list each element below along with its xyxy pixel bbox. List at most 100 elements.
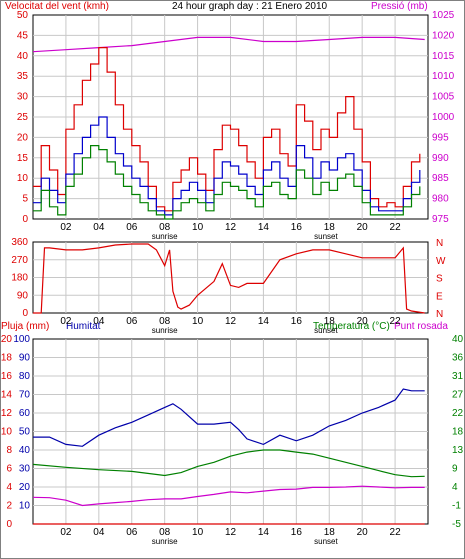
x-tick-label: 14 bbox=[258, 222, 270, 233]
series-line-temperature bbox=[32, 449, 425, 478]
dewpoint-axis-title: Punt rosada bbox=[394, 321, 448, 332]
x-marker-sunrise: sunrise bbox=[152, 232, 178, 241]
x-tick-label: 04 bbox=[93, 527, 105, 538]
temperature-tick-label: 22 bbox=[452, 408, 464, 419]
wind-speed-axis-title: Velocitat del vent (kmh) bbox=[5, 1, 109, 12]
compass-tick-label: N bbox=[436, 238, 443, 249]
wind-tick-label: 45 bbox=[17, 30, 29, 41]
x-tick-label: 14 bbox=[258, 316, 270, 327]
rain-tick-label: 14 bbox=[1, 390, 13, 401]
temperature-tick-label: 27 bbox=[452, 390, 464, 401]
pressure-tick-label: 1015 bbox=[432, 51, 455, 62]
humidity-tick-label: 100 bbox=[13, 334, 30, 345]
wind-tick-label: 0 bbox=[22, 214, 28, 225]
x-tick-label: 16 bbox=[291, 222, 303, 233]
temperature-tick-label: -1 bbox=[452, 501, 461, 512]
series-line-speed bbox=[33, 145, 421, 220]
humidity-tick-label: 20 bbox=[19, 482, 31, 493]
rain-tick-label: 8 bbox=[6, 445, 12, 456]
x-tick-label: 18 bbox=[324, 316, 336, 327]
pressure-tick-label: 985 bbox=[432, 173, 449, 184]
series-line-direction bbox=[33, 243, 425, 314]
wind-tick-label: 20 bbox=[17, 132, 29, 143]
x-tick-label: 06 bbox=[126, 222, 138, 233]
temperature-tick-label: 13 bbox=[452, 445, 464, 456]
x-tick-label: 02 bbox=[60, 222, 72, 233]
pressure-tick-label: 980 bbox=[432, 194, 449, 205]
direction-tick-label: 360 bbox=[11, 237, 28, 248]
humidity-tick-label: 60 bbox=[19, 408, 31, 419]
temperature-tick-label: 9 bbox=[452, 464, 458, 475]
x-tick-label: 04 bbox=[93, 222, 105, 233]
x-tick-label: 10 bbox=[192, 527, 204, 538]
rain-tick-label: 6 bbox=[6, 464, 12, 475]
temperature-tick-label: 18 bbox=[452, 427, 464, 438]
x-tick-label: 08 bbox=[159, 527, 171, 538]
rain-tick-label: 4 bbox=[6, 482, 12, 493]
x-tick-label: 12 bbox=[225, 222, 237, 233]
rain-tick-label: 16 bbox=[1, 371, 13, 382]
temperature-axis-title: Temperatura (°C) bbox=[313, 321, 390, 332]
x-tick-label: 18 bbox=[324, 527, 336, 538]
direction-tick-label: 0 bbox=[22, 308, 28, 319]
x-marker-sunset: sunset bbox=[314, 537, 338, 546]
x-tick-label: 18 bbox=[324, 222, 336, 233]
pressure-tick-label: 1025 bbox=[432, 10, 455, 21]
x-marker-sunrise: sunrise bbox=[152, 326, 178, 335]
x-tick-label: 22 bbox=[390, 316, 402, 327]
wind-tick-label: 15 bbox=[17, 153, 29, 164]
compass-tick-label: N bbox=[436, 309, 443, 320]
humidity-tick-label: 80 bbox=[19, 371, 31, 382]
temperature-tick-label: 31 bbox=[452, 371, 464, 382]
x-tick-label: 12 bbox=[225, 316, 237, 327]
rain-tick-label: 10 bbox=[1, 427, 13, 438]
rain-tick-label: 20 bbox=[1, 334, 13, 345]
x-tick-label: 02 bbox=[60, 527, 72, 538]
wind-tick-label: 50 bbox=[17, 10, 29, 21]
x-tick-label: 20 bbox=[357, 527, 369, 538]
wind-tick-label: 35 bbox=[17, 71, 29, 82]
graph-title: 24 hour graph day : 21 Enero 2010 bbox=[172, 1, 328, 12]
pressure-tick-label: 1010 bbox=[432, 71, 455, 82]
x-tick-label: 08 bbox=[159, 316, 171, 327]
humidity-tick-label: 90 bbox=[19, 353, 31, 364]
direction-tick-label: 270 bbox=[11, 255, 28, 266]
direction-tick-label: 90 bbox=[17, 290, 29, 301]
x-tick-label: 12 bbox=[225, 527, 237, 538]
pressure-tick-label: 1020 bbox=[432, 30, 455, 41]
humidity-tick-label: 10 bbox=[19, 501, 31, 512]
humidity-tick-label: 40 bbox=[19, 445, 31, 456]
pressure-axis-title: Pressió (mb) bbox=[371, 1, 428, 12]
x-marker-sunrise: sunrise bbox=[152, 537, 178, 546]
x-tick-label: 10 bbox=[192, 316, 204, 327]
series-line-dewpoint bbox=[32, 485, 425, 507]
rain-tick-label: 2 bbox=[6, 501, 12, 512]
rain-tick-label: 18 bbox=[1, 353, 13, 364]
x-tick-label: 02 bbox=[60, 316, 72, 327]
pressure-tick-label: 975 bbox=[432, 214, 449, 225]
temperature-tick-label: -5 bbox=[452, 519, 461, 530]
x-tick-label: 10 bbox=[192, 222, 204, 233]
x-tick-label: 08 bbox=[159, 222, 171, 233]
pressure-tick-label: 1000 bbox=[432, 112, 455, 123]
wind-tick-label: 10 bbox=[17, 173, 29, 184]
rain-tick-label: 12 bbox=[1, 408, 13, 419]
temperature-tick-label: 36 bbox=[452, 353, 464, 364]
direction-tick-label: 180 bbox=[11, 273, 28, 284]
x-tick-label: 06 bbox=[126, 527, 138, 538]
rain-axis-title: Pluja (mm) bbox=[1, 321, 50, 332]
humidity-tick-label: 50 bbox=[19, 427, 31, 438]
x-tick-label: 22 bbox=[390, 222, 402, 233]
rain-tick-label: 0 bbox=[6, 519, 12, 530]
x-tick-label: 16 bbox=[291, 527, 303, 538]
humidity-axis-title: Humitat bbox=[66, 321, 101, 332]
compass-tick-label: S bbox=[436, 274, 443, 285]
humidity-tick-label: 30 bbox=[19, 464, 31, 475]
x-tick-label: 16 bbox=[291, 316, 303, 327]
x-marker-sunset: sunset bbox=[314, 232, 338, 241]
humidity-tick-label: 70 bbox=[19, 390, 31, 401]
temperature-tick-label: 4 bbox=[452, 482, 458, 493]
wind-tick-label: 25 bbox=[17, 112, 29, 123]
